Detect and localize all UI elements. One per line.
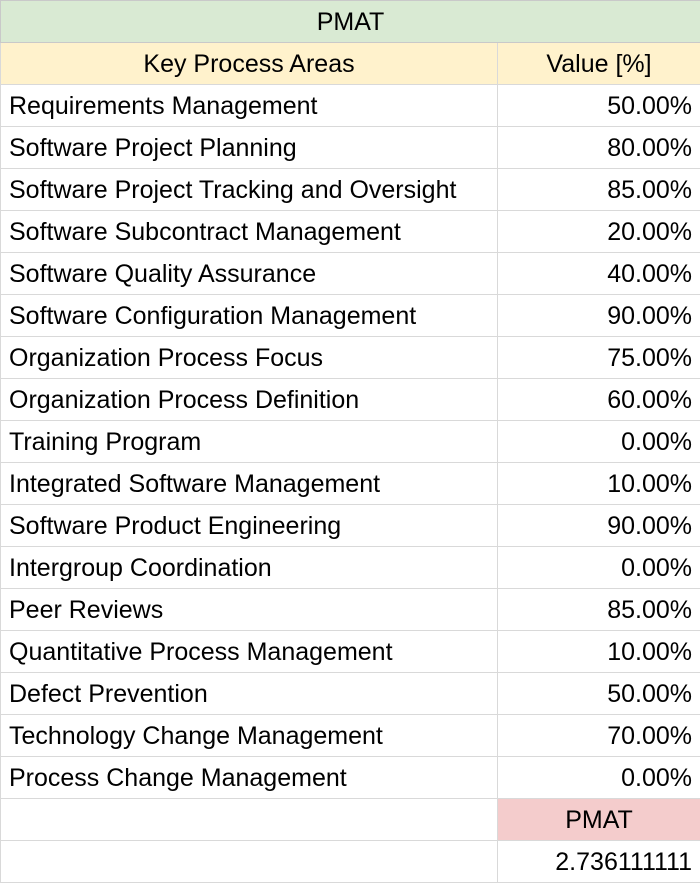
value-percent-cell[interactable]: 80.00% xyxy=(497,126,700,169)
key-process-area-cell[interactable]: Training Program xyxy=(0,420,498,463)
header-value-percent[interactable]: Value [%] xyxy=(497,42,700,85)
table-row: Software Project Planning 80.00% xyxy=(0,126,700,169)
table-row: Software Project Tracking and Oversight 8… xyxy=(0,168,700,211)
table-row: Training Program 0.00% xyxy=(0,420,700,463)
value-percent-cell[interactable]: 85.00% xyxy=(497,588,700,631)
value-percent-cell[interactable]: 0.00% xyxy=(497,756,700,799)
empty-cell[interactable] xyxy=(0,798,498,841)
table-row: Organization Process Definition 60.00% xyxy=(0,378,700,421)
table-row: Integrated Software Management 10.00% xyxy=(0,462,700,505)
table-row: Process Change Management 0.00% xyxy=(0,756,700,799)
value-percent-cell[interactable]: 0.00% xyxy=(497,420,700,463)
header-row: Key Process Areas Value [%] xyxy=(0,42,700,85)
table-row: Technology Change Management 70.00% xyxy=(0,714,700,757)
header-key-process-areas[interactable]: Key Process Areas xyxy=(0,42,498,85)
key-process-area-cell[interactable]: Requirements Management xyxy=(0,84,498,127)
value-percent-cell[interactable]: 20.00% xyxy=(497,210,700,253)
value-percent-cell[interactable]: 60.00% xyxy=(497,378,700,421)
key-process-area-cell[interactable]: Software Product Engineering xyxy=(0,504,498,547)
key-process-area-cell[interactable]: Intergroup Coordination xyxy=(0,546,498,589)
value-percent-cell[interactable]: 40.00% xyxy=(497,252,700,295)
value-percent-cell[interactable]: 75.00% xyxy=(497,336,700,379)
table-row: Software Configuration Management 90.00% xyxy=(0,294,700,337)
value-percent-cell[interactable]: 90.00% xyxy=(497,504,700,547)
key-process-area-cell[interactable]: Software Project Planning xyxy=(0,126,498,169)
value-percent-cell[interactable]: 0.00% xyxy=(497,546,700,589)
key-process-area-cell[interactable]: Quantitative Process Management xyxy=(0,630,498,673)
key-process-area-cell[interactable]: Integrated Software Management xyxy=(0,462,498,505)
table-row: Software Subcontract Management 20.00% xyxy=(0,210,700,253)
table-row: Software Product Engineering 90.00% xyxy=(0,504,700,547)
pmat-result-row: 2.736111111 xyxy=(0,840,700,883)
table-row: Requirements Management 50.00% xyxy=(0,84,700,127)
title-row: PMAT xyxy=(0,0,700,43)
table-row: Intergroup Coordination 0.00% xyxy=(0,546,700,589)
pmat-result-cell[interactable]: 2.736111111 xyxy=(497,840,700,883)
key-process-area-cell[interactable]: Software Configuration Management xyxy=(0,294,498,337)
value-percent-cell[interactable]: 85.00% xyxy=(497,168,700,211)
key-process-area-cell[interactable]: Organization Process Focus xyxy=(0,336,498,379)
key-process-area-cell[interactable]: Software Project Tracking and Oversight xyxy=(0,168,498,211)
key-process-area-cell[interactable]: Organization Process Definition xyxy=(0,378,498,421)
table-row: Software Quality Assurance 40.00% xyxy=(0,252,700,295)
pmat-label-row: PMAT xyxy=(0,798,700,841)
empty-cell[interactable] xyxy=(0,840,498,883)
table-title-cell[interactable]: PMAT xyxy=(0,0,700,43)
value-percent-cell[interactable]: 70.00% xyxy=(497,714,700,757)
table-row: Organization Process Focus 75.00% xyxy=(0,336,700,379)
key-process-area-cell[interactable]: Defect Prevention xyxy=(0,672,498,715)
key-process-area-cell[interactable]: Software Quality Assurance xyxy=(0,252,498,295)
value-percent-cell[interactable]: 10.00% xyxy=(497,630,700,673)
value-percent-cell[interactable]: 50.00% xyxy=(497,672,700,715)
key-process-area-cell[interactable]: Software Subcontract Management xyxy=(0,210,498,253)
value-percent-cell[interactable]: 50.00% xyxy=(497,84,700,127)
value-percent-cell[interactable]: 10.00% xyxy=(497,462,700,505)
table-row: Peer Reviews 85.00% xyxy=(0,588,700,631)
key-process-area-cell[interactable]: Process Change Management xyxy=(0,756,498,799)
pmat-label-cell[interactable]: PMAT xyxy=(497,798,700,841)
value-percent-cell[interactable]: 90.00% xyxy=(497,294,700,337)
table-row: Defect Prevention 50.00% xyxy=(0,672,700,715)
table-row: Quantitative Process Management 10.00% xyxy=(0,630,700,673)
key-process-area-cell[interactable]: Technology Change Management xyxy=(0,714,498,757)
key-process-area-cell[interactable]: Peer Reviews xyxy=(0,588,498,631)
